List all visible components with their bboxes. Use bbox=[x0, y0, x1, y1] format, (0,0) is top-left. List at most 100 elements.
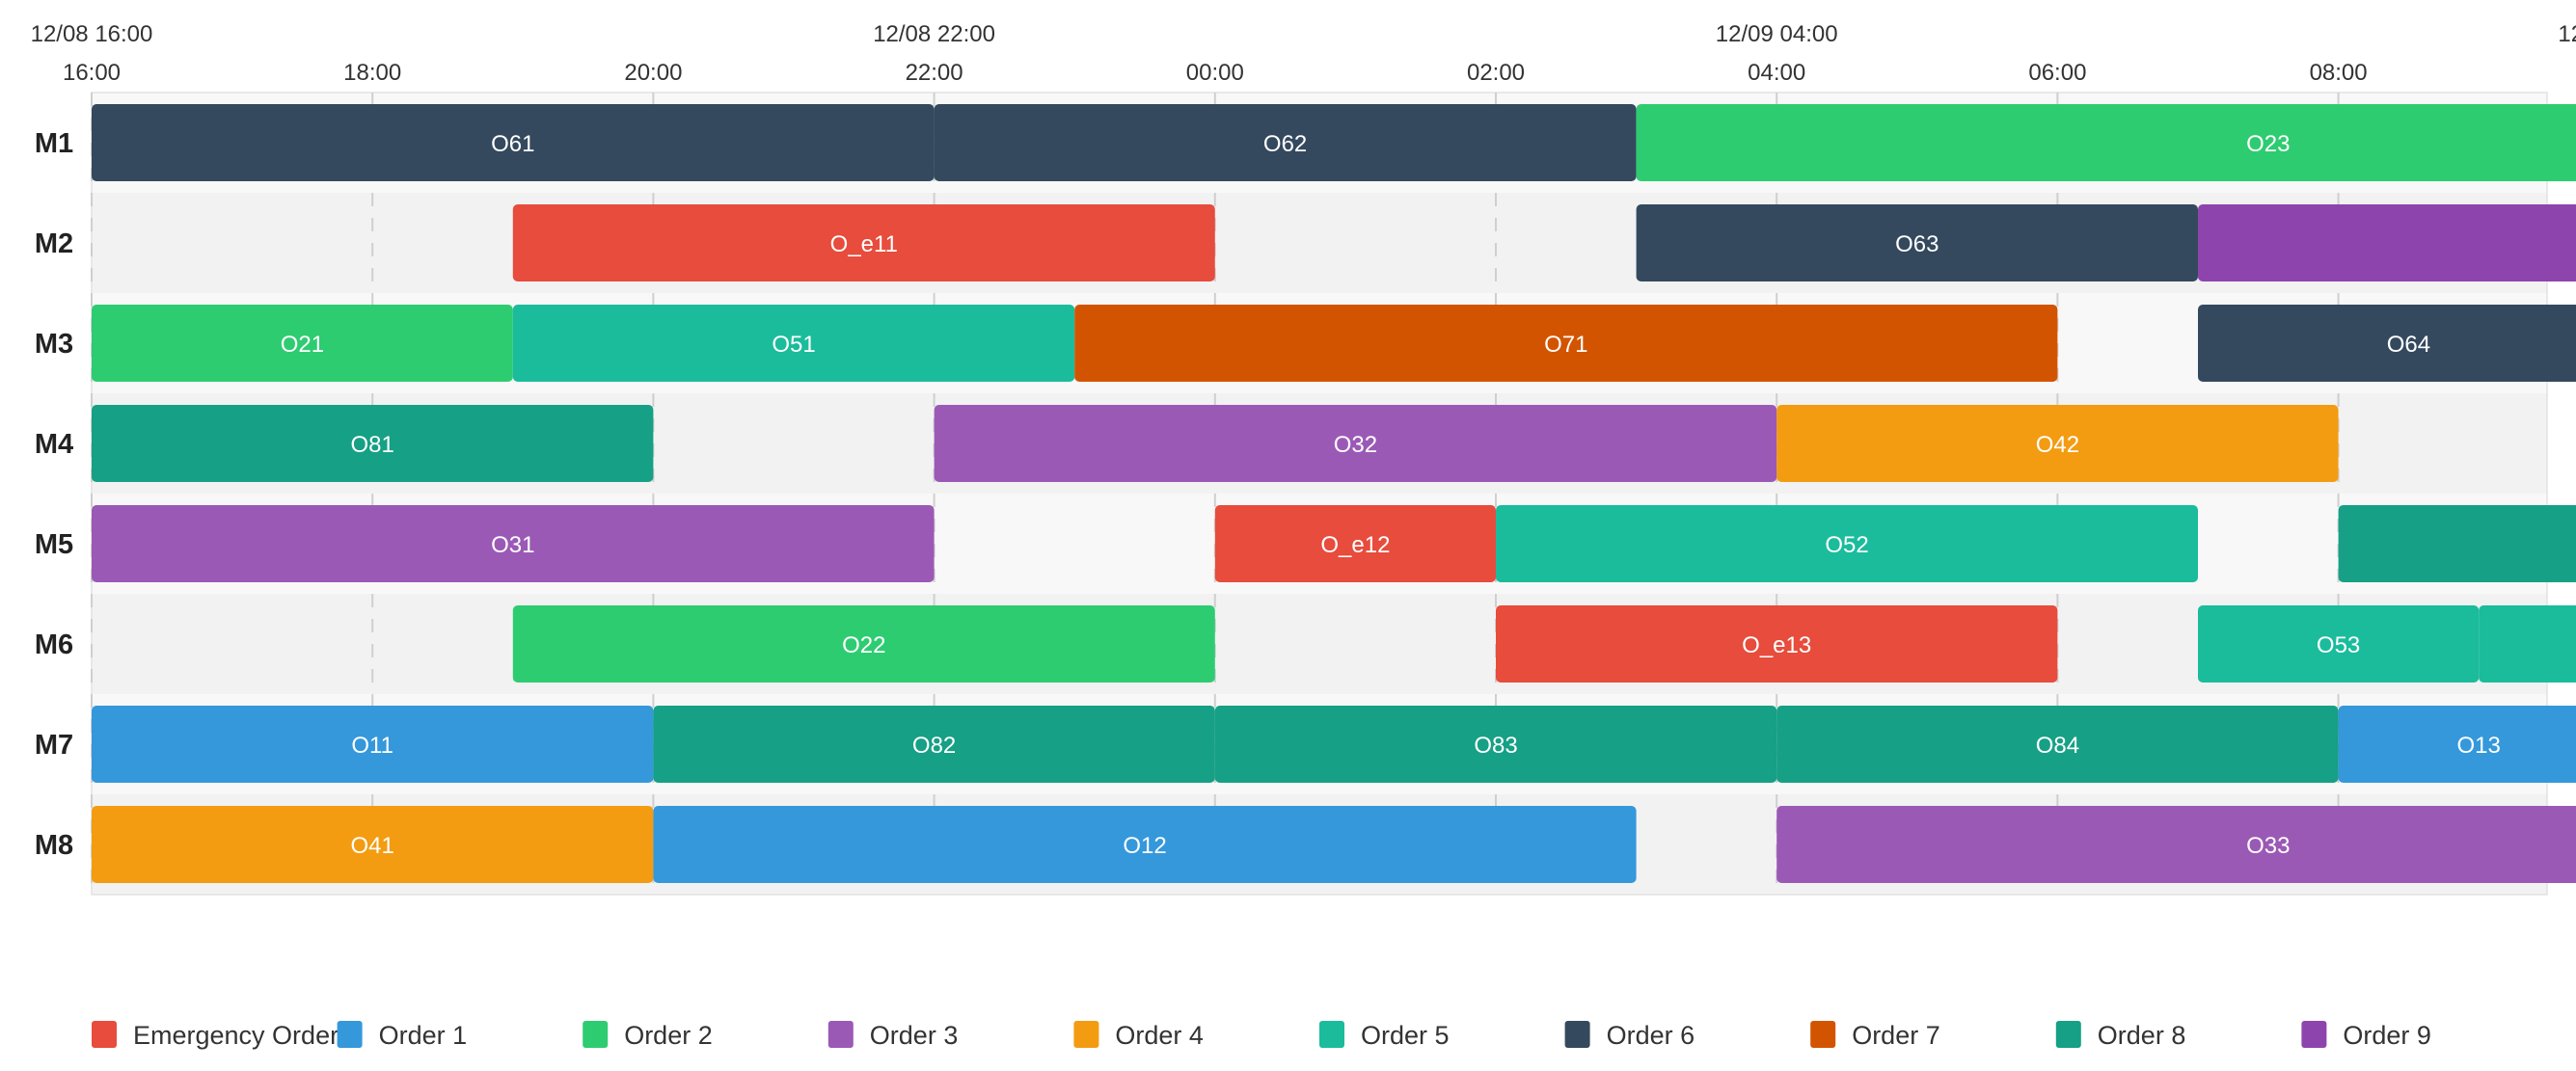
task-bar-O_e11[interactable]: O_e11 bbox=[512, 204, 1215, 281]
task-bar-O63[interactable]: O63 bbox=[1636, 204, 2198, 281]
task-bar-O81[interactable]: O81 bbox=[92, 405, 654, 482]
task-bars: O61O62O23O34O_e11O63O91O92O21O51O71O64O2… bbox=[92, 104, 2576, 883]
task-bar-O62[interactable]: O62 bbox=[934, 104, 1637, 181]
task-bar-rect[interactable] bbox=[2198, 204, 2576, 281]
task-bar-rect[interactable] bbox=[512, 305, 1075, 382]
task-bar-O13[interactable]: O13 bbox=[2338, 706, 2576, 783]
machine-axis: M1 M2 M3 M4 M5 M6 M7 M8 bbox=[35, 128, 73, 861]
legend-item: Emergency Order bbox=[92, 1021, 339, 1050]
task-bar-label: O53 bbox=[2317, 632, 2360, 658]
task-bar-rect[interactable] bbox=[512, 204, 1215, 281]
task-bar-rect[interactable] bbox=[92, 305, 513, 382]
legend-label: Order 3 bbox=[870, 1021, 959, 1050]
task-bar-label: O21 bbox=[281, 332, 324, 358]
task-bar-O32[interactable]: O32 bbox=[934, 405, 1777, 482]
task-bar-label: O22 bbox=[842, 632, 885, 658]
task-bar-label: O51 bbox=[772, 332, 815, 358]
task-bar-label: O_e11 bbox=[830, 231, 898, 257]
task-bar-rect[interactable] bbox=[92, 806, 654, 883]
legend-item: Order 5 bbox=[1319, 1021, 1450, 1050]
task-bar-rect[interactable] bbox=[92, 104, 935, 181]
task-bar-O52[interactable]: O52 bbox=[1496, 505, 2198, 582]
hour-tick-label: 20:00 bbox=[624, 60, 682, 86]
task-bar-O_e12[interactable]: O_e12 bbox=[1214, 505, 1496, 582]
task-bar-O21[interactable]: O21 bbox=[92, 305, 513, 382]
task-bar-O91[interactable]: O91 bbox=[2198, 204, 2576, 281]
legend-item: Order 6 bbox=[1564, 1021, 1695, 1050]
task-bar-O53[interactable]: O53 bbox=[2198, 605, 2480, 683]
legend-swatch bbox=[827, 1021, 854, 1048]
task-bar-label: O61 bbox=[491, 131, 534, 157]
legend-item: Order 2 bbox=[583, 1021, 713, 1050]
task-bar-rect[interactable] bbox=[934, 104, 1637, 181]
task-bar-rect[interactable] bbox=[1496, 505, 2198, 582]
machine-label: M6 bbox=[35, 629, 73, 660]
task-bar-rect[interactable] bbox=[2338, 505, 2576, 582]
task-bar-O11[interactable]: O11 bbox=[92, 706, 654, 783]
task-bar-O31[interactable]: O31 bbox=[92, 505, 935, 582]
legend-item: Order 1 bbox=[337, 1021, 467, 1050]
hour-tick-label: 22:00 bbox=[906, 60, 963, 86]
task-bar-rect[interactable] bbox=[1214, 706, 1777, 783]
task-bar-O84[interactable]: O84 bbox=[1776, 706, 2339, 783]
task-bar-rect[interactable] bbox=[92, 405, 654, 482]
legend-swatch bbox=[1810, 1021, 1836, 1048]
task-bar-label: O42 bbox=[2036, 432, 2079, 458]
task-bar-label: O83 bbox=[1474, 733, 1517, 759]
task-bar-rect[interactable] bbox=[92, 706, 654, 783]
task-bar-O64[interactable]: O64 bbox=[2198, 305, 2576, 382]
task-bar-rect[interactable] bbox=[1636, 204, 2198, 281]
row-background-M6 bbox=[92, 594, 2547, 694]
task-bar-rect[interactable] bbox=[1776, 405, 2339, 482]
task-bar-O12[interactable]: O12 bbox=[653, 806, 1637, 883]
machine-label: M4 bbox=[35, 429, 73, 460]
task-bar-rect[interactable] bbox=[1636, 104, 2576, 181]
task-bar-rect[interactable] bbox=[2198, 605, 2480, 683]
task-bar-O42[interactable]: O42 bbox=[1776, 405, 2339, 482]
task-bar-label: O63 bbox=[1895, 231, 1939, 257]
hour-tick-label: 06:00 bbox=[2028, 60, 2086, 86]
task-bar-rect[interactable] bbox=[2338, 706, 2576, 783]
legend-label: Order 4 bbox=[1115, 1021, 1204, 1050]
legend-label: Order 7 bbox=[1852, 1021, 1940, 1050]
task-bar-rect[interactable] bbox=[1074, 305, 2058, 382]
task-bar-O_e13[interactable]: O_e13 bbox=[1496, 605, 2058, 683]
task-bar-rect[interactable] bbox=[2198, 305, 2576, 382]
task-bar-rect[interactable] bbox=[512, 605, 1215, 683]
task-bar-label: O13 bbox=[2457, 733, 2501, 759]
task-bar-rect[interactable] bbox=[934, 405, 1777, 482]
task-bar-rect[interactable] bbox=[1776, 806, 2576, 883]
task-bar-rect[interactable] bbox=[1776, 706, 2339, 783]
legend-label: Order 6 bbox=[1607, 1021, 1695, 1050]
task-bar-O41[interactable]: O41 bbox=[92, 806, 654, 883]
hour-tick-label: 08:00 bbox=[2310, 60, 2368, 86]
task-bar-O83[interactable]: O83 bbox=[1214, 706, 1777, 783]
legend-swatch bbox=[1073, 1021, 1099, 1048]
task-bar-O33[interactable]: O33 bbox=[1776, 806, 2576, 883]
task-bar-O82[interactable]: O82 bbox=[653, 706, 1215, 783]
task-bar-label: O52 bbox=[1825, 532, 1868, 558]
legend-item: Order 4 bbox=[1073, 1021, 1204, 1050]
legend-swatch bbox=[1564, 1021, 1590, 1048]
task-bar-rect[interactable] bbox=[2479, 605, 2576, 683]
task-bar-O23[interactable]: O23 bbox=[1636, 104, 2576, 181]
task-bar-O54[interactable]: O54 bbox=[2479, 605, 2576, 683]
task-bar-O61[interactable]: O61 bbox=[92, 104, 935, 181]
machine-label: M1 bbox=[35, 128, 73, 159]
legend-label: Order 8 bbox=[2098, 1021, 2186, 1050]
task-bar-label: O11 bbox=[351, 733, 393, 759]
task-bar-rect[interactable] bbox=[1214, 505, 1496, 582]
task-bar-rect[interactable] bbox=[653, 806, 1637, 883]
task-bar-O71[interactable]: O71 bbox=[1074, 305, 2058, 382]
task-bar-rect[interactable] bbox=[653, 706, 1215, 783]
task-bar-rect[interactable] bbox=[92, 505, 935, 582]
machine-label: M3 bbox=[35, 329, 73, 360]
task-bar-O85[interactable]: O85 bbox=[2338, 505, 2576, 582]
task-bar-label: O71 bbox=[1544, 332, 1587, 358]
task-bar-rect[interactable] bbox=[1496, 605, 2058, 683]
task-bar-O51[interactable]: O51 bbox=[512, 305, 1075, 382]
task-bar-O22[interactable]: O22 bbox=[512, 605, 1215, 683]
hour-tick-label: 18:00 bbox=[343, 60, 401, 86]
legend-label: Order 9 bbox=[2343, 1021, 2431, 1050]
legend-item: Order 7 bbox=[1810, 1021, 1940, 1050]
